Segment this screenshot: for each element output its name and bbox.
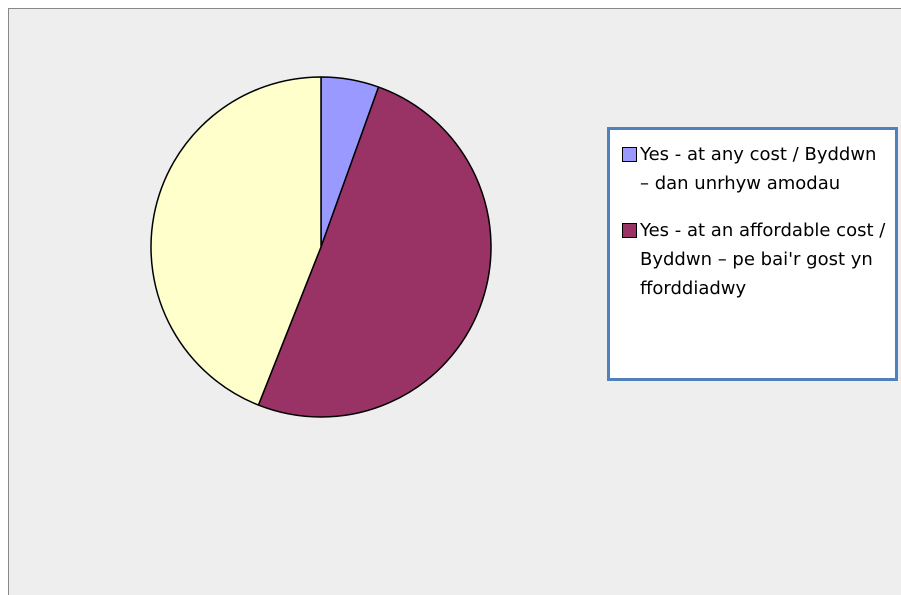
legend-label: Yes - at any cost / Byddwn – dan unrhyw … [640,144,877,194]
legend-swatch [622,223,637,238]
legend-entry: Yes - at an affordable cost / Byddwn – p… [622,216,887,303]
legend-swatch [622,147,637,162]
legend-label: Yes - at an affordable cost / Byddwn – p… [640,220,886,299]
legend-entry: Yes - at any cost / Byddwn – dan unrhyw … [622,140,887,198]
pie-slice [257,86,492,418]
pie-slice [150,76,322,406]
legend: Yes - at any cost / Byddwn – dan unrhyw … [607,127,898,381]
